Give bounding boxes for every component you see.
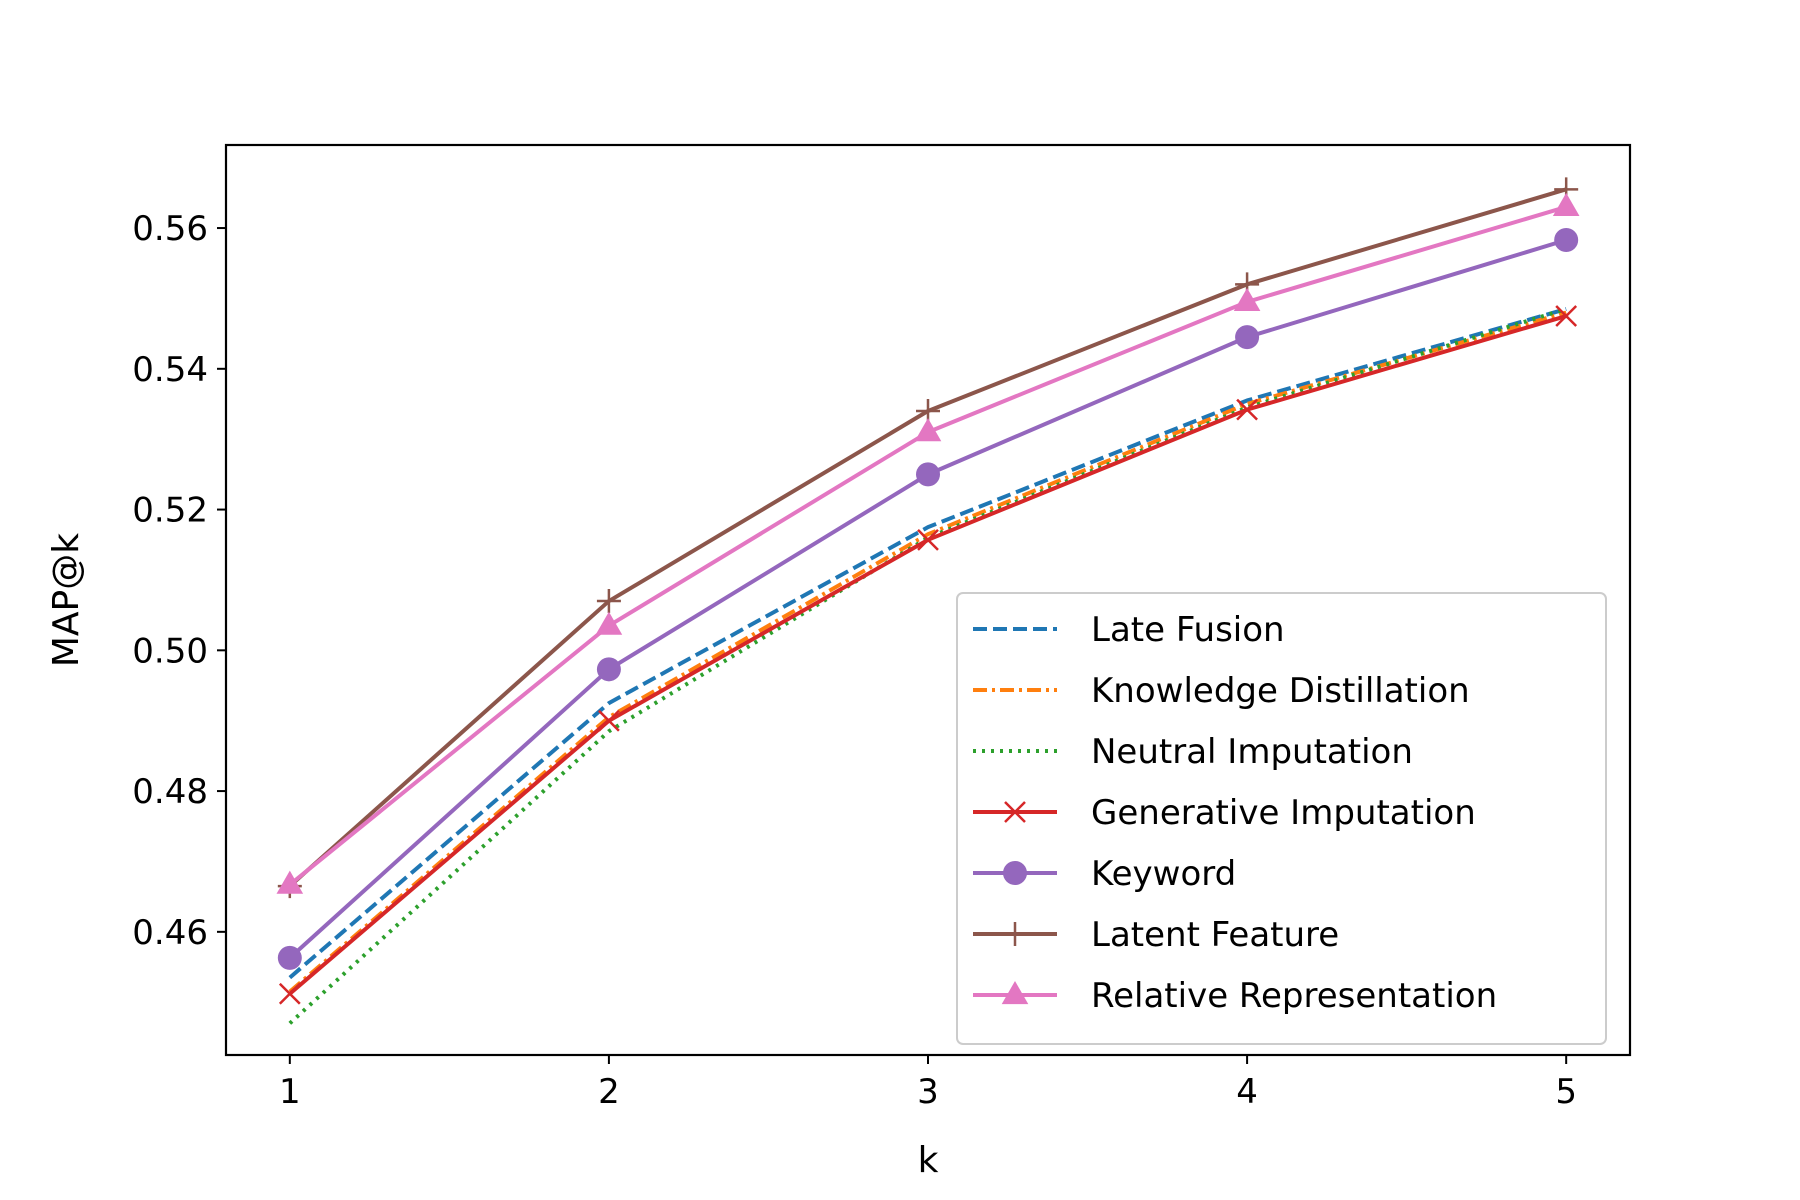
data-point [276,870,304,894]
legend-marker [1004,801,1026,823]
legend-label: Latent Feature [1091,915,1339,955]
data-point [1552,192,1580,217]
series-5 [277,228,1579,970]
series-line [288,307,1567,1025]
legend-marker [1003,922,1027,946]
data-point [916,462,940,487]
x-tick-label: 4 [1236,1072,1258,1112]
y-tick-label: 0.48 [132,772,208,812]
data-point [278,982,301,1005]
y-tick-label: 0.56 [132,209,208,249]
data-point [1235,325,1260,350]
legend-item-3: Neutral Imputation [973,732,1413,772]
legend-item-4: Generative Imputation [973,793,1476,833]
data-point [1554,228,1579,253]
data-point [595,611,623,635]
legend-box [956,592,1607,1045]
legend: Late Fusion Knowledge Distillation Neutral… [956,592,1607,1045]
series-3 [288,307,1567,1025]
series-4 [278,305,1578,1005]
data-point [917,528,939,551]
legend-item-1: Late Fusion [973,610,1285,650]
series-7 [276,192,1580,894]
legend-label: Neutral Imputation [1091,732,1413,772]
series-1 [288,307,1567,980]
ticks-layer: 1 2 3 4 5 0.46 0.48 0.50 0.52 0.54 0.56 [132,209,1577,1112]
y-tick-label: 0.50 [132,631,208,671]
y-tick-label: 0.54 [132,350,208,390]
y-axis-label: MAP@k [46,533,87,667]
legend-item-7: Relative Representation [973,976,1497,1016]
legend-item-5: Keyword [973,854,1236,894]
y-tick-label: 0.46 [132,913,208,953]
series-layer [276,177,1580,1025]
data-point [277,945,302,970]
data-point [1555,305,1578,327]
data-point [596,589,621,614]
x-tick-label: 2 [598,1072,620,1112]
x-tick-label: 5 [1555,1072,1577,1112]
legend-marker [1003,861,1027,885]
x-axis-label: k [918,1140,939,1181]
data-point [1236,398,1258,421]
data-point [598,709,620,732]
y-tick-label: 0.52 [132,491,208,531]
legend-item-6: Latent Feature [973,915,1339,955]
legend-item-2: Knowledge Distillation [973,671,1470,711]
data-point [596,657,621,682]
legend-label: Generative Imputation [1091,793,1476,833]
legend-label: Keyword [1091,854,1236,894]
data-point [1233,287,1261,312]
legend-label: Relative Representation [1091,976,1497,1016]
legend-label: Knowledge Distillation [1091,671,1470,711]
x-tick-label: 1 [279,1072,301,1112]
legend-label: Late Fusion [1091,610,1285,650]
data-point [914,418,942,442]
legend-marker [1001,981,1029,1005]
series-line [288,307,1567,980]
x-tick-label: 3 [917,1072,939,1112]
